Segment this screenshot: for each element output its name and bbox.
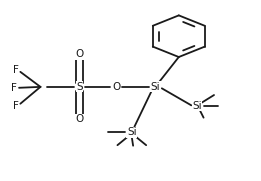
Text: Si: Si xyxy=(127,127,137,137)
Text: Si: Si xyxy=(151,82,160,92)
Text: O: O xyxy=(75,114,84,125)
Text: S: S xyxy=(76,82,83,92)
Text: F: F xyxy=(13,65,19,75)
Text: O: O xyxy=(112,82,120,92)
Text: F: F xyxy=(13,101,19,111)
Text: Si: Si xyxy=(192,101,202,111)
Text: O: O xyxy=(75,49,84,59)
Text: F: F xyxy=(11,83,17,93)
